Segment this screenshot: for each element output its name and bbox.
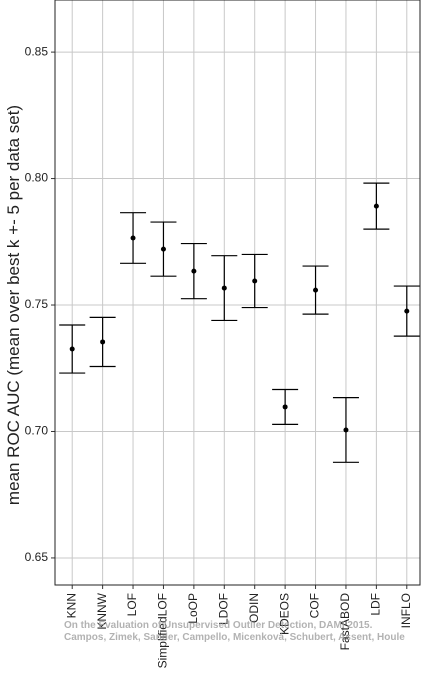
- point: [343, 427, 349, 433]
- x-tick-label: SimplifiedLOF: [156, 593, 170, 668]
- x-tick-label: LDOF: [216, 593, 230, 625]
- point: [373, 203, 379, 209]
- x-tick-label: INFLO: [399, 593, 413, 628]
- point: [100, 339, 106, 345]
- plot-background: [55, 0, 420, 585]
- x-tick-label: COF: [308, 593, 322, 618]
- point: [69, 346, 75, 352]
- y-tick-label: 0.65: [25, 550, 49, 564]
- x-tick-label: ODIN: [247, 593, 261, 623]
- x-tick-label: KNNW: [95, 592, 109, 629]
- point: [252, 278, 258, 284]
- annotation: Campos, Zimek, Sander, Campello, Micenko…: [64, 632, 405, 643]
- plot-area: 0.65 0.70 0.75 0.80 0.85 KNN KNNW LOF Simplified…: [25, 0, 421, 668]
- y-axis-label: mean ROC AUC (mean over best k +- 5 per …: [4, 105, 23, 505]
- x-tick-label: KNN: [64, 593, 78, 618]
- y-tick-label: 0.80: [25, 171, 49, 185]
- x-tick-label: LDF: [369, 593, 383, 616]
- y-tick-label: 0.75: [25, 297, 49, 311]
- x-tick-label: KDEOS: [277, 593, 291, 635]
- x-tick-label: LoOP: [186, 593, 200, 624]
- x-tick-label: LOF: [125, 593, 139, 616]
- point: [221, 285, 227, 291]
- y-tick-label: 0.70: [25, 424, 49, 438]
- plot-border: [54, 0, 421, 586]
- y-tick-label: 0.85: [25, 44, 49, 58]
- point: [130, 235, 136, 241]
- point: [282, 404, 288, 410]
- point: [191, 268, 197, 274]
- x-tick-label: FastABOD: [338, 593, 352, 651]
- point: [160, 246, 166, 252]
- annotation: On the Evaluation of Unsupervised Outlie…: [64, 620, 373, 631]
- point: [404, 308, 410, 314]
- point: [313, 287, 319, 293]
